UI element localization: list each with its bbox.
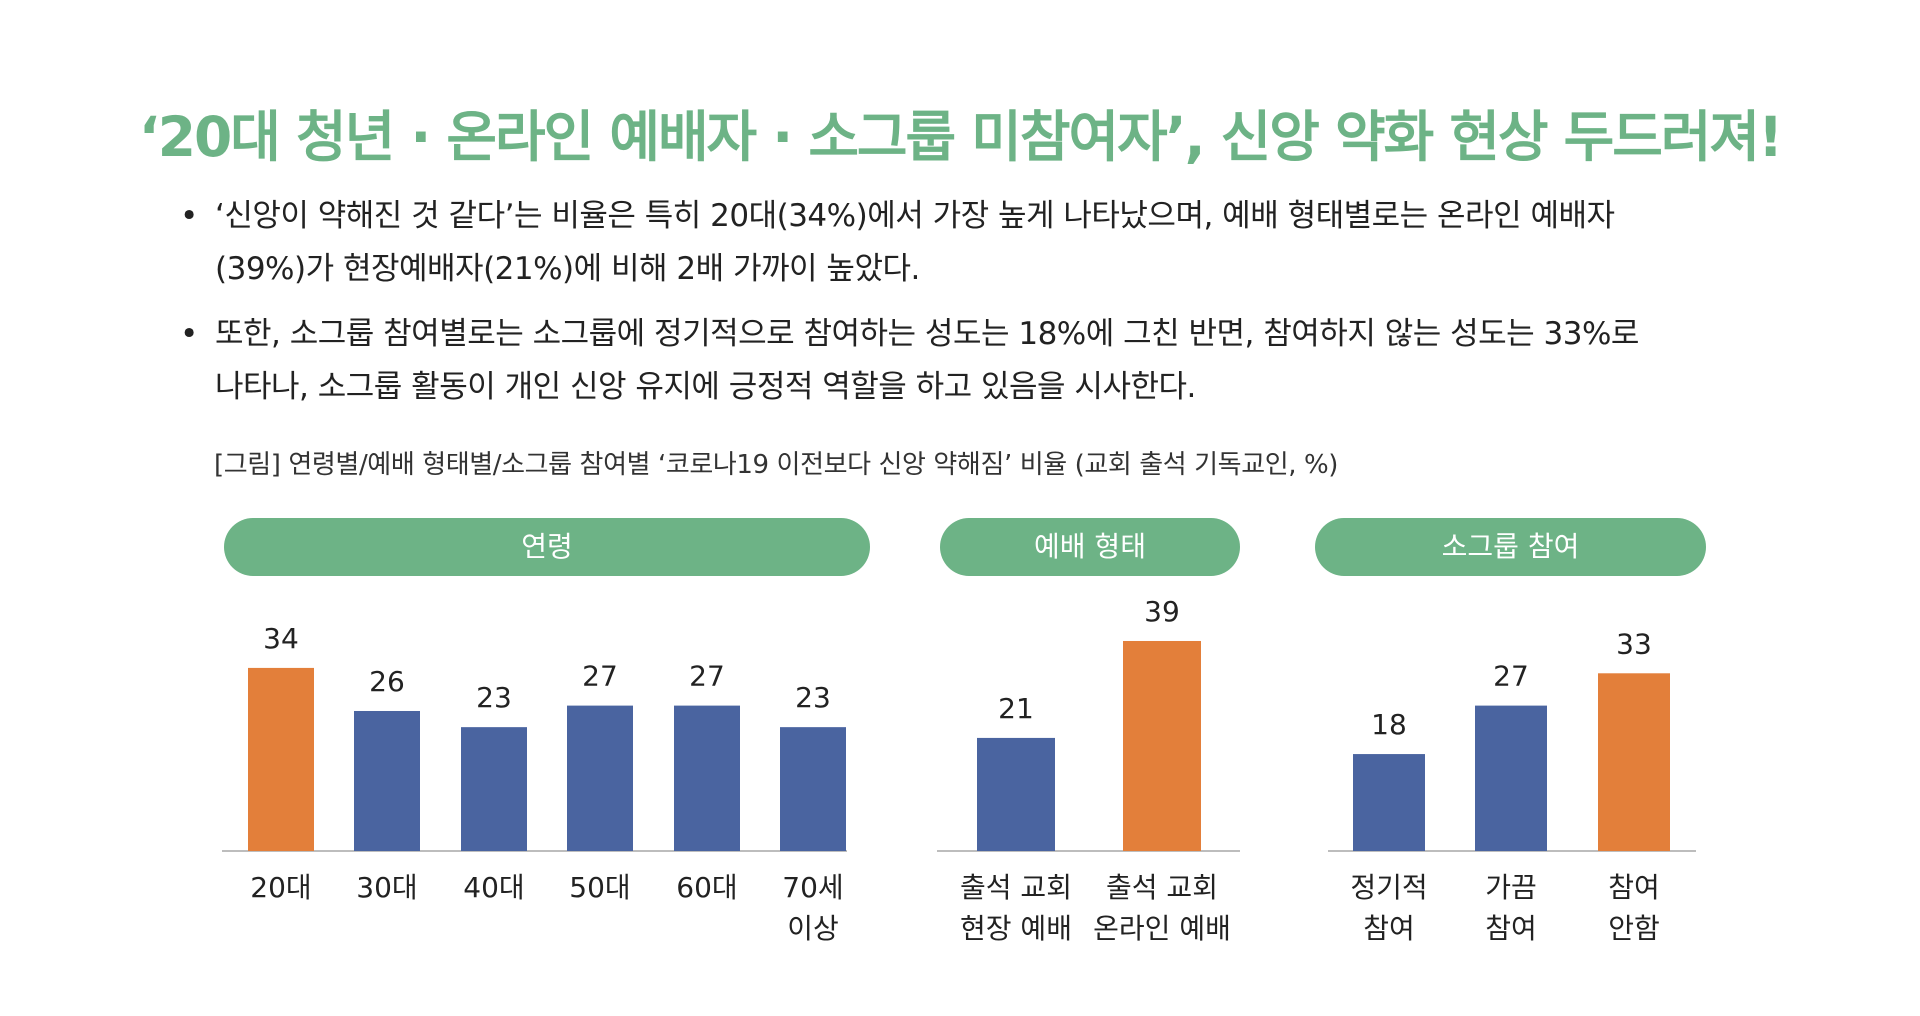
- bar-value-label: 23: [795, 681, 831, 714]
- chart-title-age: 연령: [224, 518, 870, 576]
- bar-worship-0: [977, 737, 1055, 851]
- category-label: 참여: [1608, 871, 1660, 904]
- bar-age-3: [567, 705, 633, 851]
- bar-age-2: [461, 727, 527, 851]
- category-label: 참여: [1363, 912, 1415, 945]
- category-label: 정기적: [1350, 871, 1427, 904]
- category-label: 안함: [1608, 912, 1660, 945]
- category-label: 가끔: [1485, 871, 1537, 904]
- summary-bullets: • ‘신앙이 약해진 것 같다’는 비율은 특히 20대(34%)에서 가장 높…: [175, 190, 1775, 426]
- category-label: 온라인 예배: [1093, 912, 1231, 945]
- category-label: 30대: [356, 871, 417, 904]
- bar-age-0: [248, 667, 314, 851]
- bar-age-5: [780, 727, 846, 851]
- bar-group-1: [1475, 705, 1547, 851]
- category-label: 60대: [676, 871, 737, 904]
- category-label: 이상: [787, 912, 839, 945]
- bullet-line: (39%)가 현장예배자(21%)에 비해 2배 가까이 높았다.: [215, 251, 920, 287]
- bar-value-label: 27: [1493, 660, 1529, 693]
- category-label: 출석 교회: [1106, 871, 1218, 904]
- bullet-symbol: •: [180, 198, 198, 234]
- bar-value-label: 33: [1616, 627, 1652, 660]
- bullet-line: 나타나, 소그룹 활동이 개인 신앙 유지에 긍정적 역할을 하고 있음을 시사…: [215, 369, 1196, 405]
- bullet-line: ‘신앙이 약해진 것 같다’는 비율은 특히 20대(34%)에서 가장 높게 …: [215, 198, 1615, 234]
- bullet-symbol: •: [180, 316, 198, 352]
- category-label: 현장 예배: [960, 912, 1072, 945]
- category-label: 40대: [463, 871, 524, 904]
- bullet-item: • 또한, 소그룹 참여별로는 소그룹에 정기적으로 참여하는 성도는 18%에…: [175, 308, 1775, 414]
- figure-caption: [그림] 연령별/예배 형태별/소그룹 참여별 ‘코로나19 이전보다 신앙 약…: [214, 450, 1339, 480]
- bar-value-label: 21: [998, 692, 1034, 725]
- bar-worship-1: [1123, 640, 1201, 851]
- bar-value-label: 18: [1371, 708, 1407, 741]
- bullet-line: 또한, 소그룹 참여별로는 소그룹에 정기적으로 참여하는 성도는 18%에 그…: [215, 316, 1639, 352]
- bar-value-label: 26: [369, 665, 405, 698]
- bar-value-label: 27: [689, 660, 725, 693]
- bar-value-label: 39: [1144, 595, 1180, 628]
- category-label: 70세: [782, 871, 843, 904]
- bar-value-label: 34: [263, 622, 299, 655]
- bar-group-2: [1598, 673, 1670, 851]
- bar-value-label: 27: [582, 660, 618, 693]
- bar-age-4: [674, 705, 740, 851]
- category-label: 20대: [250, 871, 311, 904]
- category-label: 50대: [569, 871, 630, 904]
- chart-title-small-group: 소그룹 참여: [1315, 518, 1706, 576]
- chart-title-worship-type: 예배 형태: [940, 518, 1240, 576]
- bar-group-0: [1353, 754, 1425, 851]
- category-label: 참여: [1485, 912, 1537, 945]
- bar-age-1: [354, 710, 420, 851]
- page-title: ‘20대 청년 · 온라인 예배자 · 소그룹 미참여자’, 신앙 약화 현상 …: [138, 105, 1783, 169]
- bar-value-label: 23: [476, 681, 512, 714]
- bullet-item: • ‘신앙이 약해진 것 같다’는 비율은 특히 20대(34%)에서 가장 높…: [175, 190, 1775, 296]
- category-label: 출석 교회: [960, 871, 1072, 904]
